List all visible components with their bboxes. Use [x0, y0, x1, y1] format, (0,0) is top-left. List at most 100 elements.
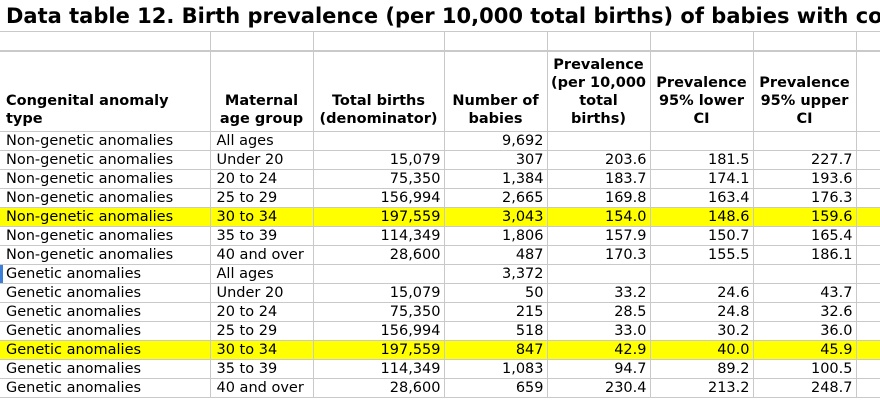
cell-babies[interactable]: 3,043 [443, 207, 548, 227]
cell-births[interactable]: 15,079 [312, 283, 445, 303]
cell-age[interactable]: 20 to 24 [209, 169, 314, 189]
cell-type[interactable]: Non-genetic anomalies [0, 188, 211, 208]
cell-prevalence[interactable] [546, 131, 651, 151]
cell-age[interactable]: All ages [209, 264, 314, 284]
cell-upper-ci[interactable] [752, 131, 857, 151]
empty-cell[interactable] [855, 340, 880, 360]
cell-type[interactable]: Non-genetic anomalies [0, 169, 211, 189]
cell-babies[interactable]: 487 [443, 245, 548, 265]
cell-births[interactable]: 156,994 [312, 188, 445, 208]
cell-births[interactable] [312, 131, 445, 151]
empty-cell[interactable] [855, 302, 880, 322]
cell-babies[interactable]: 847 [443, 340, 548, 360]
cell-upper-ci[interactable]: 36.0 [752, 321, 857, 341]
cell-births[interactable]: 197,559 [312, 340, 445, 360]
cell-births[interactable]: 114,349 [312, 226, 445, 246]
cell-babies[interactable]: 1,083 [443, 359, 548, 379]
empty-cell[interactable] [855, 188, 880, 208]
empty-cell[interactable] [855, 226, 880, 246]
cell-upper-ci[interactable]: 165.4 [752, 226, 857, 246]
cell-births[interactable]: 75,350 [312, 169, 445, 189]
header-cell-age[interactable]: Maternal age group [209, 51, 314, 132]
cell-prevalence[interactable]: 28.5 [546, 302, 651, 322]
cell-lower-ci[interactable]: 24.6 [649, 283, 754, 303]
empty-cell[interactable] [855, 378, 880, 398]
cell-type[interactable]: Genetic anomalies [0, 359, 211, 379]
cell-upper-ci[interactable]: 159.6 [752, 207, 857, 227]
cell-lower-ci[interactable]: 163.4 [649, 188, 754, 208]
cell-births[interactable]: 197,559 [312, 207, 445, 227]
cell-upper-ci[interactable]: 248.7 [752, 378, 857, 398]
cell-age[interactable]: Under 20 [209, 283, 314, 303]
cell-type[interactable]: Genetic anomalies [0, 340, 211, 360]
cell-type[interactable]: Genetic anomalies [0, 302, 211, 322]
cell-babies[interactable]: 307 [443, 150, 548, 170]
cell-lower-ci[interactable]: 181.5 [649, 150, 754, 170]
cell-babies[interactable]: 50 [443, 283, 548, 303]
empty-row[interactable] [0, 32, 880, 51]
cell-type[interactable]: Genetic anomalies [0, 283, 211, 303]
empty-cell[interactable] [855, 51, 880, 132]
cell-lower-ci[interactable]: 89.2 [649, 359, 754, 379]
cell-prevalence[interactable]: 170.3 [546, 245, 651, 265]
cell-age[interactable]: 40 and over [209, 378, 314, 398]
cell-upper-ci[interactable]: 43.7 [752, 283, 857, 303]
cell-prevalence[interactable]: 154.0 [546, 207, 651, 227]
empty-cell[interactable] [855, 321, 880, 341]
cell-upper-ci[interactable]: 32.6 [752, 302, 857, 322]
empty-cell[interactable] [855, 245, 880, 265]
cell-age[interactable]: 35 to 39 [209, 226, 314, 246]
cell-babies[interactable]: 9,692 [443, 131, 548, 151]
empty-cell[interactable] [855, 283, 880, 303]
cell-age[interactable]: 40 and over [209, 245, 314, 265]
cell-type[interactable]: Non-genetic anomalies [0, 245, 211, 265]
cell-births[interactable]: 28,600 [312, 378, 445, 398]
cell-prevalence[interactable]: 42.9 [546, 340, 651, 360]
cell-lower-ci[interactable]: 150.7 [649, 226, 754, 246]
cell-age[interactable]: 25 to 29 [209, 188, 314, 208]
cell-type[interactable]: Genetic anomalies [0, 321, 211, 341]
cell-lower-ci[interactable] [649, 264, 754, 284]
cell-lower-ci[interactable]: 155.5 [649, 245, 754, 265]
cell-prevalence[interactable]: 169.8 [546, 188, 651, 208]
cell-type[interactable]: Non-genetic anomalies [0, 207, 211, 227]
cell-type[interactable]: Genetic anomalies [0, 378, 211, 398]
cell-upper-ci[interactable]: 193.6 [752, 169, 857, 189]
cell-type[interactable]: Genetic anomalies [0, 264, 211, 284]
cell-babies[interactable]: 215 [443, 302, 548, 322]
cell-age[interactable]: All ages [209, 131, 314, 151]
cell-lower-ci[interactable]: 174.1 [649, 169, 754, 189]
cell-prevalence[interactable] [546, 264, 651, 284]
cell-upper-ci[interactable]: 186.1 [752, 245, 857, 265]
cell-babies[interactable]: 518 [443, 321, 548, 341]
cell-prevalence[interactable]: 33.0 [546, 321, 651, 341]
empty-cell[interactable] [855, 264, 880, 284]
cell-births[interactable]: 28,600 [312, 245, 445, 265]
cell-prevalence[interactable]: 183.7 [546, 169, 651, 189]
cell-prevalence[interactable]: 33.2 [546, 283, 651, 303]
empty-cell[interactable] [855, 359, 880, 379]
cell-births[interactable]: 75,350 [312, 302, 445, 322]
empty-cell[interactable] [855, 131, 880, 151]
cell-lower-ci[interactable]: 24.8 [649, 302, 754, 322]
header-cell-babies[interactable]: Number of babies [443, 51, 548, 132]
header-cell-births[interactable]: Total births (denominator) [312, 51, 445, 132]
cell-type[interactable]: Non-genetic anomalies [0, 150, 211, 170]
cell-upper-ci[interactable]: 227.7 [752, 150, 857, 170]
cell-lower-ci[interactable]: 30.2 [649, 321, 754, 341]
cell-lower-ci[interactable]: 40.0 [649, 340, 754, 360]
cell-lower-ci[interactable]: 148.6 [649, 207, 754, 227]
cell-prevalence[interactable]: 94.7 [546, 359, 651, 379]
cell-age[interactable]: 35 to 39 [209, 359, 314, 379]
empty-cell[interactable] [855, 169, 880, 189]
cell-age[interactable]: 30 to 34 [209, 207, 314, 227]
cell-lower-ci[interactable] [649, 131, 754, 151]
empty-cell[interactable] [855, 207, 880, 227]
cell-babies[interactable]: 1,384 [443, 169, 548, 189]
cell-age[interactable]: 30 to 34 [209, 340, 314, 360]
header-cell-upper-ci[interactable]: Prevalence 95% upper CI [752, 51, 857, 132]
cell-prevalence[interactable]: 157.9 [546, 226, 651, 246]
cell-prevalence[interactable]: 230.4 [546, 378, 651, 398]
cell-births[interactable]: 15,079 [312, 150, 445, 170]
title-row[interactable]: Data table 12. Birth prevalence (per 10,… [0, 0, 880, 32]
